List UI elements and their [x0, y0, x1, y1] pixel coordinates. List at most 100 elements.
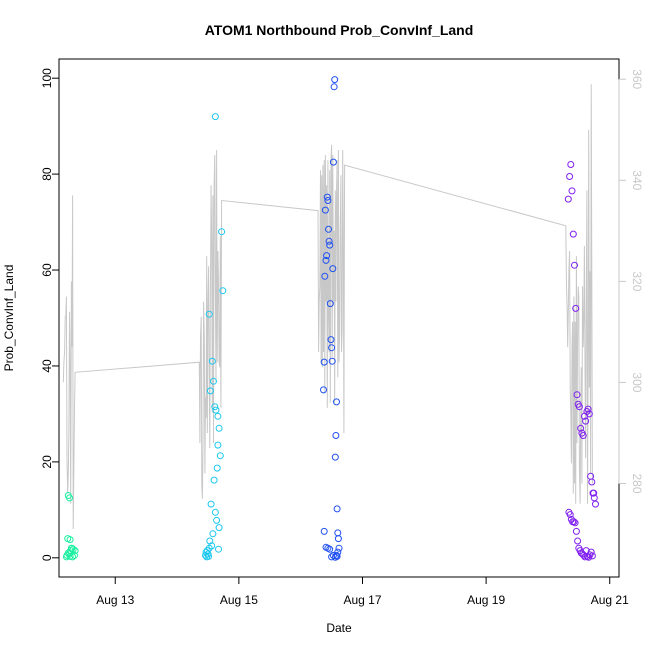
data-point-series2 [209, 530, 217, 538]
data-point-series4 [582, 417, 590, 425]
x-tick-label: Aug 13 [96, 593, 134, 607]
data-point-series3 [321, 272, 329, 280]
data-point-series3 [334, 548, 342, 556]
right-tick-label: 360 [630, 69, 644, 89]
y-tick-label: 40 [40, 359, 54, 373]
data-point-series1 [69, 553, 77, 561]
data-point-series3 [328, 357, 336, 365]
right-tick-label: 340 [630, 170, 644, 190]
data-point-series2 [214, 441, 222, 449]
data-point-series2 [206, 387, 214, 395]
data-point-series3 [326, 300, 334, 308]
data-point-series4 [577, 424, 585, 432]
data-point-series4 [575, 403, 583, 411]
data-point-series3 [323, 193, 331, 201]
points-layer [62, 76, 599, 561]
y-tick-label: 0 [40, 554, 54, 561]
data-point-series2 [207, 500, 215, 508]
data-point-series4 [573, 391, 581, 399]
right-tick-label: 300 [630, 372, 644, 392]
data-point-series2 [210, 476, 218, 484]
data-point-series3 [322, 256, 330, 264]
data-point-series2 [213, 516, 221, 524]
data-point-series3 [326, 545, 334, 553]
data-point-series2 [214, 412, 222, 420]
data-point-series2 [218, 228, 226, 236]
data-point-series3 [325, 225, 332, 233]
data-point-series2 [211, 113, 219, 121]
data-point-series4 [571, 261, 578, 269]
data-point-series4 [568, 187, 576, 195]
data-point-series4 [566, 511, 574, 519]
data-point-series4 [585, 410, 593, 418]
data-point-series2 [208, 542, 216, 550]
y-tick-label: 20 [40, 455, 54, 469]
data-point-series4 [569, 230, 577, 238]
data-point-series4 [566, 173, 574, 180]
secondary-line-layer [62, 84, 594, 530]
data-point-series2 [211, 508, 219, 516]
data-point-series1 [67, 544, 75, 552]
data-point-series4 [564, 195, 572, 203]
secondary-trace-line [62, 84, 594, 530]
data-point-series4 [574, 537, 582, 545]
data-point-series4 [571, 519, 579, 527]
data-point-series2 [206, 537, 214, 545]
data-point-series3 [326, 241, 334, 249]
data-point-series3 [335, 544, 343, 552]
data-point-series1 [64, 535, 72, 543]
axes-layer: 0 20 40 60 80 100 Aug 13 Aug 15 Aug 17 Aug 19 Aug … [40, 68, 644, 607]
data-point-series1 [71, 547, 79, 555]
data-point-series3 [321, 206, 329, 214]
data-point-series4 [584, 405, 592, 413]
y-axis-title: Prob_ConvInf_Land [2, 265, 16, 372]
data-point-series3 [329, 265, 337, 273]
data-point-series4 [588, 552, 596, 560]
x-tick-label: Aug 17 [343, 593, 381, 607]
data-point-series3 [331, 453, 339, 461]
x-axis-title: Date [326, 621, 352, 635]
data-point-series3 [328, 344, 336, 352]
data-point-series2 [215, 424, 223, 432]
data-point-series2 [216, 452, 224, 460]
data-point-series2 [212, 406, 220, 414]
data-point-series2 [215, 524, 223, 532]
data-point-series3 [332, 432, 340, 439]
data-point-series3 [329, 551, 337, 559]
data-point-series3 [324, 197, 332, 204]
data-point-series4 [579, 432, 587, 439]
data-point-series3 [331, 76, 339, 84]
data-point-series3 [323, 252, 331, 260]
data-point-series3 [329, 158, 337, 166]
data-point-series2 [208, 357, 216, 365]
x-tick-label: Aug 19 [467, 593, 505, 607]
data-point-series3 [327, 336, 335, 344]
data-point-series4 [588, 478, 596, 486]
data-point-series3 [333, 551, 340, 559]
data-point-series3 [320, 386, 327, 394]
data-point-series4 [567, 161, 575, 168]
data-point-series4 [570, 518, 578, 526]
y-tick-label: 60 [40, 263, 54, 277]
right-tick-label: 320 [630, 271, 644, 291]
data-point-series4 [587, 548, 595, 556]
data-point-series3 [330, 83, 338, 91]
data-point-series2 [205, 310, 213, 318]
data-point-series2 [211, 403, 219, 411]
data-point-series3 [333, 505, 341, 513]
data-point-series3 [320, 358, 328, 366]
data-point-series4 [572, 304, 580, 312]
data-point-series2 [205, 552, 213, 560]
data-point-series3 [334, 535, 342, 543]
data-point-series1 [71, 551, 78, 559]
data-point-series1 [66, 494, 73, 502]
data-point-series2 [215, 545, 222, 553]
data-point-series2 [219, 287, 227, 295]
data-point-series4 [590, 489, 598, 497]
data-point-series3 [333, 398, 340, 406]
chart-title: ATOM1 Northbound Prob_ConvInf_Land [205, 22, 474, 38]
x-tick-label: Aug 21 [591, 593, 629, 607]
y-tick-label: 100 [40, 68, 54, 88]
data-point-series2 [210, 377, 217, 385]
